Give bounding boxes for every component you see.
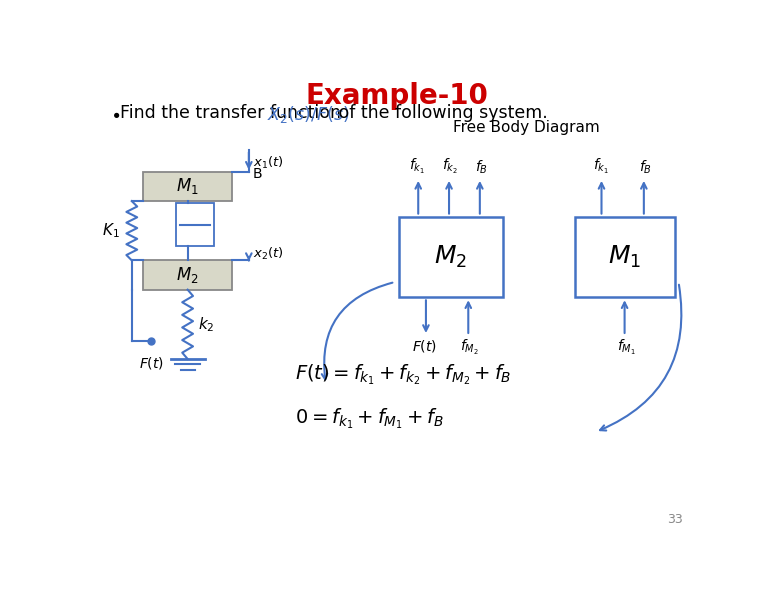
Text: Find the transfer function: Find the transfer function [120, 104, 347, 122]
Text: $f_{M_2}$: $f_{M_2}$ [461, 338, 479, 357]
Text: $f_{k_2}$: $f_{k_2}$ [442, 157, 458, 176]
Text: Free Body Diagram: Free Body Diagram [453, 120, 599, 135]
Bar [143, 260, 232, 289]
Bar [176, 203, 214, 246]
Text: B: B [252, 167, 262, 181]
Text: $x_1(t)$: $x_1(t)$ [252, 154, 283, 170]
Text: $M_1$: $M_1$ [608, 244, 641, 270]
Text: $F(t) = f_{k_1} + f_{k_2} + f_{M_2} + f_B$: $F(t) = f_{k_1} + f_{k_2} + f_{M_2} + f_… [295, 362, 512, 387]
Text: $x_2(t)$: $x_2(t)$ [252, 245, 283, 261]
Text: $f_{M_1}$: $f_{M_1}$ [617, 338, 635, 357]
Bar [399, 216, 503, 297]
Text: $X_2(s)/F(s)$: $X_2(s)/F(s)$ [266, 104, 349, 125]
Bar [574, 216, 675, 297]
Text: $f_{k_1}$: $f_{k_1}$ [409, 157, 425, 176]
Bar [143, 172, 232, 201]
Text: of the following system.: of the following system. [333, 104, 547, 122]
Text: $F(t)$: $F(t)$ [139, 355, 163, 371]
Text: $f_B$: $f_B$ [475, 158, 488, 176]
Text: $0 = f_{k_1} + f_{M_1} + f_B$: $0 = f_{k_1} + f_{M_1} + f_B$ [295, 406, 444, 431]
Text: $M_2$: $M_2$ [176, 265, 199, 285]
Text: $k_2$: $k_2$ [198, 315, 215, 334]
Text: $M_2$: $M_2$ [434, 244, 467, 270]
Text: $M_1$: $M_1$ [176, 176, 199, 197]
Text: 33: 33 [666, 513, 683, 526]
Text: Example-10: Example-10 [305, 82, 488, 110]
Text: $\bullet$: $\bullet$ [110, 105, 121, 123]
Text: $f_B$: $f_B$ [639, 158, 652, 176]
Text: $F(t)$: $F(t)$ [412, 338, 437, 354]
Text: $f_{k_1}$: $f_{k_1}$ [594, 157, 610, 176]
Text: $K_1$: $K_1$ [101, 221, 119, 240]
